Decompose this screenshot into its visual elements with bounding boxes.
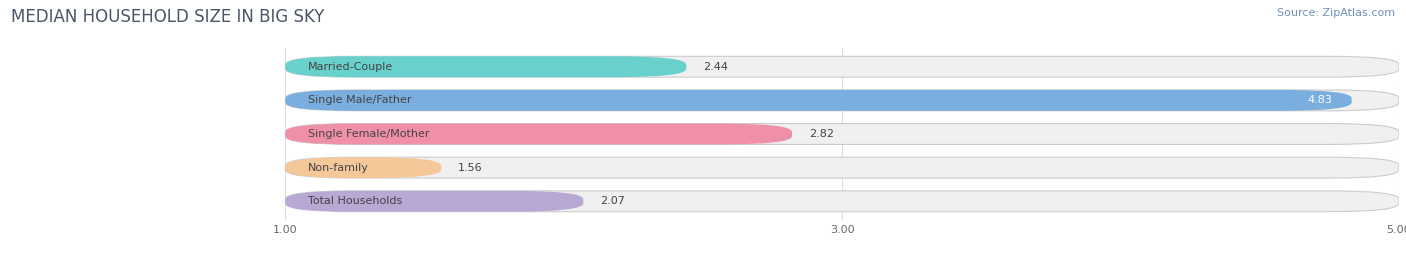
FancyBboxPatch shape [285, 124, 792, 144]
Text: Married-Couple: Married-Couple [308, 62, 392, 72]
Text: Total Households: Total Households [308, 196, 402, 206]
Text: 2.44: 2.44 [703, 62, 728, 72]
Text: 2.07: 2.07 [600, 196, 624, 206]
FancyBboxPatch shape [285, 191, 583, 212]
Text: Source: ZipAtlas.com: Source: ZipAtlas.com [1277, 8, 1395, 18]
Text: Single Female/Mother: Single Female/Mother [308, 129, 429, 139]
FancyBboxPatch shape [285, 191, 1399, 212]
Text: Single Male/Father: Single Male/Father [308, 95, 411, 105]
FancyBboxPatch shape [285, 124, 1399, 144]
FancyBboxPatch shape [285, 56, 1399, 77]
Text: 2.82: 2.82 [808, 129, 834, 139]
FancyBboxPatch shape [285, 157, 1399, 178]
Text: MEDIAN HOUSEHOLD SIZE IN BIG SKY: MEDIAN HOUSEHOLD SIZE IN BIG SKY [11, 8, 325, 26]
Text: 4.83: 4.83 [1308, 95, 1331, 105]
Text: Non-family: Non-family [308, 163, 368, 173]
Text: 1.56: 1.56 [458, 163, 482, 173]
FancyBboxPatch shape [285, 90, 1351, 111]
FancyBboxPatch shape [285, 90, 1399, 111]
FancyBboxPatch shape [285, 157, 441, 178]
FancyBboxPatch shape [285, 56, 686, 77]
